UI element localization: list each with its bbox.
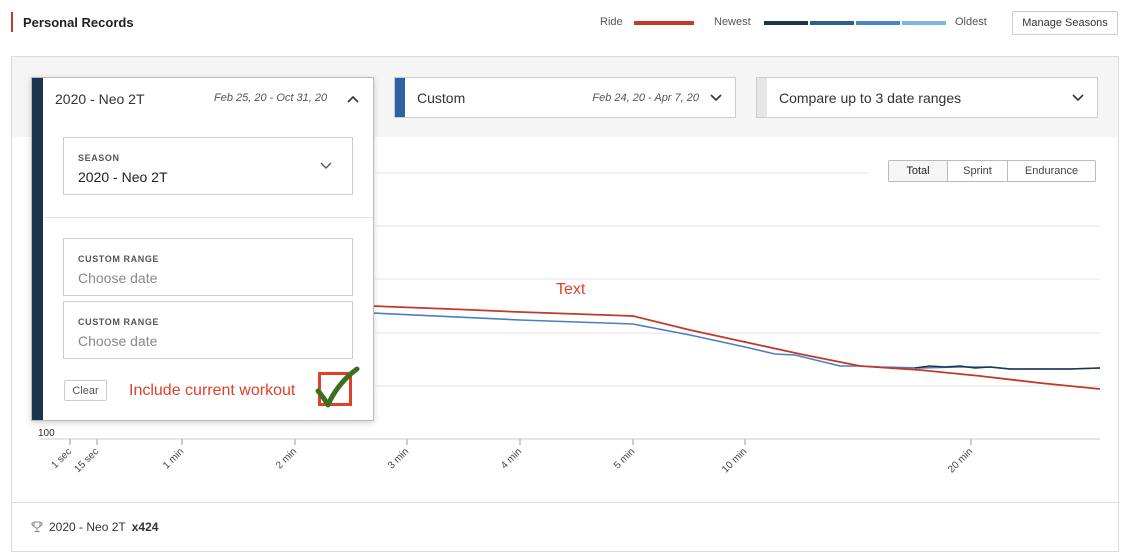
custom-range-placeholder: Choose date <box>78 270 158 286</box>
x-tick-label: 3 min <box>386 446 411 471</box>
x-tick-label: 1 min <box>161 446 186 471</box>
power-curve-chart: 1 sec 15 sec 1 min 2 min 3 min 4 min 5 m… <box>40 172 1101 475</box>
clear-button[interactable]: Clear <box>64 380 107 401</box>
x-tick-label: 1 sec <box>49 446 74 471</box>
legend-ride-line <box>634 21 694 25</box>
chevron-up-icon <box>347 95 359 103</box>
custom-range-label: CUSTOM RANGE <box>78 317 160 327</box>
x-axis-ticks <box>69 439 972 445</box>
segment-control: Total Sprint Endurance <box>888 160 1096 182</box>
header-accent <box>11 12 13 32</box>
legend-gradient-swatch <box>810 21 854 25</box>
checkmark-icon <box>315 366 360 408</box>
custom-range-label: Custom <box>417 89 466 106</box>
compare-label: Compare up to 3 date ranges <box>779 89 962 106</box>
footer-summary: 2020 - Neo 2T x424 <box>31 520 158 534</box>
records-panel <box>11 56 1119 552</box>
compare-ranges-selector[interactable]: Compare up to 3 date ranges <box>756 77 1098 118</box>
compare-color <box>757 78 767 117</box>
series-line-range <box>371 312 1101 370</box>
season-dropdown-dates: Feb 25, 20 - Oct 31, 20 <box>214 92 328 104</box>
page-title: Personal Records <box>23 15 134 30</box>
legend-oldest-label: Oldest <box>955 16 987 28</box>
x-tick-label: 5 min <box>612 446 637 471</box>
season-dropdown-title: 2020 - Neo 2T <box>55 91 145 107</box>
legend-gradient <box>764 21 946 25</box>
custom-range-dates: Feb 24, 20 - Apr 7, 20 <box>592 91 699 104</box>
custom-range-selector[interactable]: Custom Feb 24, 20 - Apr 7, 20 <box>394 77 736 118</box>
series-line-ride <box>371 305 1101 390</box>
season-field-label: SEASON <box>78 153 120 163</box>
custom-range-placeholder: Choose date <box>78 333 158 349</box>
footer-divider <box>12 502 1118 503</box>
legend-ride-label: Ride <box>600 16 623 28</box>
segment-sprint[interactable]: Sprint <box>947 161 1007 181</box>
custom-range-field-1[interactable]: CUSTOM RANGE Choose date <box>63 238 353 296</box>
chevron-down-icon <box>710 93 722 101</box>
series-line-dark <box>914 365 1101 370</box>
x-tick-label: 10 min <box>720 446 749 475</box>
custom-range-field-2[interactable]: CUSTOM RANGE Choose date <box>63 301 353 359</box>
x-tick-label: 15 sec <box>73 446 102 475</box>
include-current-workout-label: Include current workout <box>129 382 296 399</box>
legend-gradient-swatch <box>856 21 900 25</box>
manage-seasons-button[interactable]: Manage Seasons <box>1012 11 1118 35</box>
legend-newest-label: Newest <box>714 16 751 28</box>
x-tick-label: 20 min <box>946 446 975 475</box>
segment-total[interactable]: Total <box>889 161 947 181</box>
footer-count: x424 <box>131 520 159 534</box>
season-select[interactable]: SEASON 2020 - Neo 2T <box>63 137 353 195</box>
segment-endurance[interactable]: Endurance <box>1007 161 1095 181</box>
x-tick-label: 2 min <box>274 446 299 471</box>
trophy-icon <box>31 521 43 533</box>
season-field-value: 2020 - Neo 2T <box>78 169 168 185</box>
dropdown-separator <box>44 217 373 218</box>
legend-gradient-swatch <box>902 21 946 25</box>
season-dropdown-panel: 2020 - Neo 2T Feb 25, 20 - Oct 31, 20 SE… <box>31 77 374 421</box>
legend-gradient-swatch <box>764 21 808 25</box>
text-annotation: Text <box>556 281 586 298</box>
chevron-down-icon <box>320 162 332 169</box>
x-tick-label: 4 min <box>499 446 524 471</box>
custom-range-color <box>395 78 405 117</box>
y-axis-label: 100 <box>38 428 55 439</box>
custom-range-label: CUSTOM RANGE <box>78 254 160 264</box>
chevron-down-icon <box>1072 93 1084 101</box>
season-color-stripe <box>32 78 43 420</box>
footer-season: 2020 - Neo 2T <box>49 520 126 534</box>
season-dropdown-header[interactable]: 2020 - Neo 2T Feb 25, 20 - Oct 31, 20 <box>43 78 373 118</box>
